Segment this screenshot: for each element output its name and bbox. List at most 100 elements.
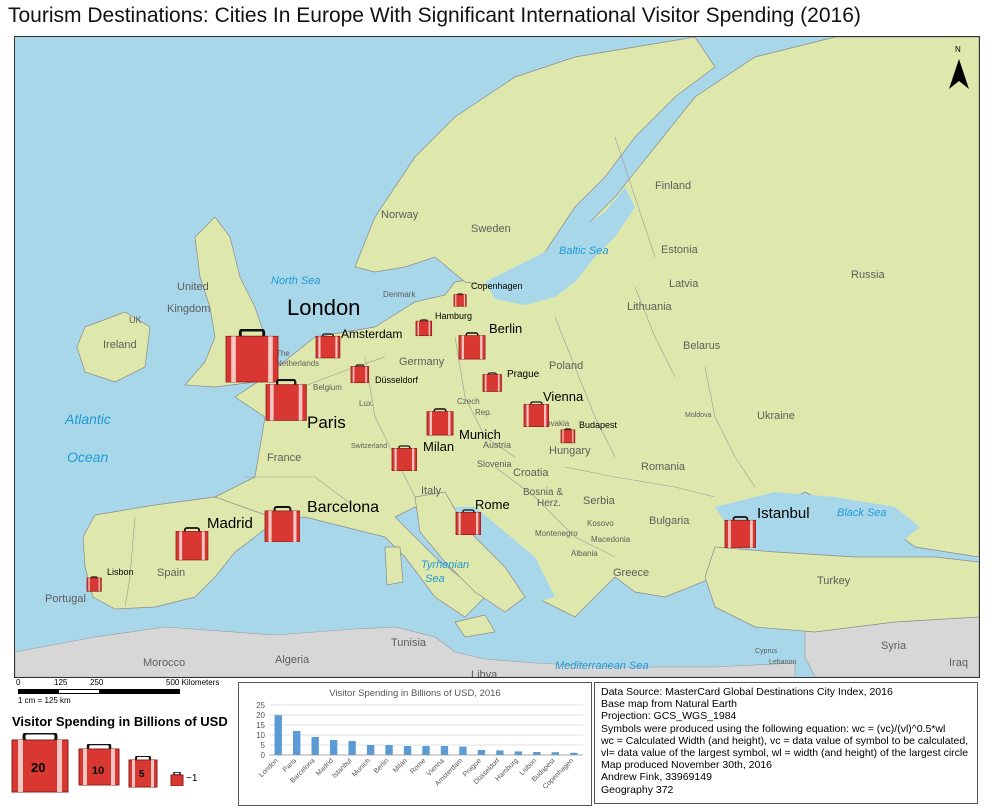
city-label-rome: Rome — [475, 497, 510, 512]
chart-bar — [403, 746, 412, 755]
label-france: France — [267, 452, 302, 464]
label-germany: Germany — [399, 356, 445, 368]
source-line: Geography 372 — [601, 783, 674, 796]
base-map — [15, 37, 979, 677]
label-latvia: Latvia — [669, 278, 699, 290]
chart-bar — [385, 745, 393, 755]
suitcase-istanbul-icon[interactable] — [724, 515, 757, 549]
suitcase-rome-icon[interactable] — [455, 508, 482, 536]
chart-bar — [293, 731, 301, 755]
scale-bar: 0 125 250 500 Kilometers 1 cm = 125 km — [16, 678, 226, 708]
scale-note: 1 cm = 125 km — [18, 696, 71, 705]
label-tyrhenian-2: Sea — [425, 573, 445, 585]
chart-xtick-label: London — [258, 757, 280, 779]
label-north-sea: North Sea — [271, 275, 321, 287]
scale-tick-500: 500 Kilometers — [166, 678, 220, 687]
legend-suitcase-20-icon — [11, 733, 69, 793]
map-title: Tourism Destinations: Cities In Europe W… — [8, 4, 861, 27]
suitcase-munich-icon[interactable] — [426, 408, 454, 436]
city-label-prague: Prague — [507, 369, 540, 380]
north-label: N — [955, 45, 961, 54]
chart-title: Visitor Spending in Billions of USD, 201… — [329, 688, 501, 699]
label-belarus: Belarus — [683, 340, 721, 352]
suitcase-madrid-icon[interactable] — [175, 527, 209, 561]
suitcase-budapest-icon[interactable] — [560, 428, 576, 444]
label-netherlands-2: Netherlands — [276, 359, 320, 368]
label-macedonia: Macedonia — [591, 535, 631, 544]
legend-suitcase-1-icon — [170, 772, 184, 786]
anatolia-landmass — [704, 546, 979, 633]
scale-bar-graphic — [18, 689, 180, 694]
suitcase-berlin-icon[interactable] — [458, 332, 486, 360]
label-bosnia-2: Herz. — [537, 498, 561, 509]
suitcase-copenhagen-icon[interactable] — [453, 293, 467, 307]
label-russia: Russia — [851, 269, 885, 281]
label-italy: Italy — [421, 485, 442, 497]
label-slovenia: Slovenia — [477, 459, 512, 469]
black-sea — [715, 492, 920, 552]
suitcase-barcelona-icon[interactable] — [264, 505, 301, 543]
label-syria: Syria — [881, 640, 907, 652]
scale-tick-0: 0 — [16, 678, 21, 687]
legend-label-10: 10 — [92, 765, 105, 777]
chart-ytick-label: 15 — [256, 721, 265, 730]
suitcase-lisbon-icon[interactable] — [86, 576, 102, 592]
chart-bar — [329, 740, 338, 755]
suitcase-paris-icon[interactable] — [265, 378, 307, 421]
label-sweden: Sweden — [471, 223, 511, 235]
italy-landmass — [414, 491, 526, 613]
country-borders — [124, 136, 756, 608]
label-baltic-sea: Baltic Sea — [559, 245, 609, 257]
source-line: Map produced November 30th, 2016 — [601, 759, 773, 772]
chart-bar — [459, 746, 467, 755]
suitcase-milan-icon[interactable] — [391, 444, 418, 472]
label-estonia: Estonia — [661, 244, 698, 256]
label-belgium: Belgium — [313, 383, 342, 392]
chart-bar — [570, 752, 578, 755]
label-denmark: Denmark — [383, 290, 416, 299]
suitcase-dsseldorf-icon[interactable] — [350, 364, 370, 384]
chart-bar — [366, 745, 375, 755]
label-finland: Finland — [655, 180, 692, 192]
chart-bar — [496, 750, 504, 755]
suitcase-hamburg-icon[interactable] — [415, 319, 433, 337]
spending-chart-panel: Visitor Spending in Billions of USD, 201… — [238, 682, 592, 806]
label-tunisia: Tunisia — [391, 637, 427, 649]
chart-ytick-label: 5 — [261, 741, 266, 750]
label-algeria: Algeria — [275, 654, 310, 666]
scandinavia-landmass — [354, 37, 716, 288]
chart-xtick-label: Milan — [392, 757, 409, 774]
label-ireland: Ireland — [103, 339, 137, 351]
label-iraq: Iraq — [949, 657, 968, 669]
legend-label-20: 20 — [31, 760, 46, 775]
chart-bar — [533, 752, 541, 755]
suitcase-vienna-icon[interactable] — [523, 400, 550, 428]
sardinia — [384, 546, 404, 586]
source-line: vl= data value of the largest symbol, wl… — [601, 747, 969, 760]
city-label-milan: Milan — [423, 439, 455, 454]
chart-bar — [440, 746, 449, 755]
city-label-hamburg: Hamburg — [435, 311, 473, 321]
suitcase-amsterdam-icon[interactable] — [315, 333, 341, 359]
chart-bar — [348, 741, 356, 755]
map-frame[interactable]: N North Sea Baltic Sea Atlantic Ocean Bl… — [14, 36, 980, 678]
chart-bar — [477, 750, 486, 755]
chart-xtick-label: Paris — [282, 757, 299, 774]
suitcase-prague-icon[interactable] — [482, 372, 502, 392]
north-arrow-icon — [949, 59, 969, 89]
label-slovakia: Slovakia — [539, 419, 570, 428]
source-line: Base map from Natural Earth — [601, 698, 737, 711]
label-montenegro: Montenegro — [535, 529, 578, 538]
suitcase-london-icon[interactable] — [225, 329, 279, 383]
city-label-london: London — [287, 295, 361, 320]
city-label-amsterdam: Amsterdam — [341, 327, 403, 341]
label-moldova: Moldova — [685, 412, 712, 419]
source-line: Data Source: MasterCard Global Destinati… — [601, 686, 893, 698]
source-line: Symbols were produced using the followin… — [601, 722, 946, 735]
ireland — [76, 311, 151, 383]
label-norway: Norway — [381, 209, 419, 221]
label-romania: Romania — [641, 461, 686, 473]
chart-bar — [311, 737, 319, 755]
legend-label-5: 5 — [139, 769, 145, 780]
city-label-vienna: Vienna — [543, 389, 584, 404]
